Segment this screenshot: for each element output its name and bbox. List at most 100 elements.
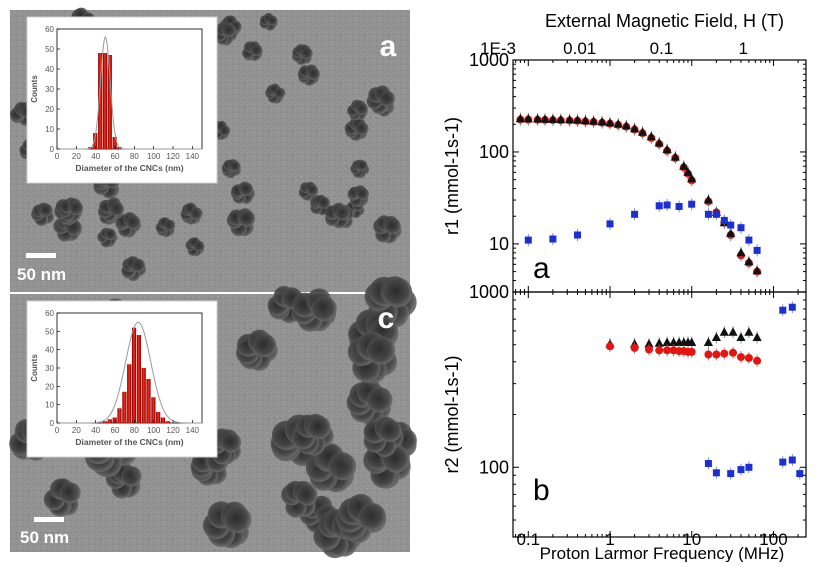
y-tick-label: 60 <box>45 25 54 34</box>
y-axis-label: Counts <box>30 75 39 103</box>
data-point-triangle <box>687 173 697 183</box>
x-tick-label: 140 <box>186 152 200 161</box>
histogram-bar <box>165 421 170 423</box>
data-point-circle <box>645 345 653 354</box>
x-tick-label: 1 <box>605 530 614 549</box>
data-point-square <box>779 458 787 466</box>
nanoparticle <box>58 198 84 222</box>
data-point-square <box>712 210 720 218</box>
x-tick-label: 100 <box>147 426 161 435</box>
nanoparticle-lobe <box>355 121 369 136</box>
data-point-circle <box>753 356 762 365</box>
nanoparticle-lobe <box>193 240 205 252</box>
y-tick-label: 10 <box>45 125 54 134</box>
data-point-circle <box>655 346 664 355</box>
data-point-square <box>549 235 557 243</box>
data-point-triangle <box>644 339 654 348</box>
nanoparticle <box>297 64 320 86</box>
nanoparticle-lobe <box>240 182 254 196</box>
nanoparticle <box>242 41 263 61</box>
nanoparticle <box>291 288 337 332</box>
y-tick-label: 0 <box>50 145 55 154</box>
y-axis-label: r2 (mmol-1s-1) <box>442 355 462 473</box>
nanoparticle <box>31 202 54 226</box>
data-point-triangle <box>637 127 648 136</box>
data-point-triangle <box>654 338 664 347</box>
inset-histogram-top: 0 20 40 60 80 100 120 140 0 10 20 30 40 50 60 Diameter … <box>26 16 218 184</box>
data-point-square <box>727 470 735 478</box>
nanoparticle-lobe <box>318 197 331 209</box>
nanoparticle <box>347 185 369 208</box>
nanoparticle-lobe <box>378 419 402 443</box>
data-point-square <box>779 306 787 314</box>
panel-letter-b: b <box>533 474 550 507</box>
x-tick-label: 20 <box>72 152 81 161</box>
data-point-square <box>524 236 532 244</box>
data-point-triangle <box>711 332 721 341</box>
nanoparticle-lobe <box>358 503 387 531</box>
data-point-triangle <box>683 167 693 176</box>
nanoparticle-lobe <box>356 103 368 115</box>
nanoparticle-lobe <box>164 219 176 231</box>
data-point-square <box>720 216 728 224</box>
nanoparticle-lobe <box>121 466 142 487</box>
y-axis-label: r1 (mmol-1s-1) <box>442 117 462 235</box>
histogram-bar <box>98 53 103 149</box>
nanoparticle <box>350 159 370 179</box>
x-axis-label: Proton Larmor Frequency (MHz) <box>540 544 785 562</box>
series-red <box>516 113 762 278</box>
data-point-square <box>788 456 796 464</box>
panel-letter-a: a <box>380 30 397 63</box>
x-tick-label: 60 <box>111 426 120 435</box>
top-tick-label: 1E-3 <box>480 39 516 58</box>
x-tick-label: 80 <box>130 152 139 161</box>
top-tick-label: 0.1 <box>650 39 674 58</box>
inset-histogram-bottom: 0 20 40 60 80 100 120 140 0 10 20 30 40 50 60 Diameter … <box>26 300 218 458</box>
nanoparticle <box>121 256 147 282</box>
histogram-bar <box>102 53 108 149</box>
x-tick-label: 60 <box>111 152 120 161</box>
x-tick-label: 120 <box>166 426 180 435</box>
x-tick-label: 20 <box>72 426 81 435</box>
gaussian-fit-line <box>57 35 202 150</box>
data-point-triangle <box>556 114 566 124</box>
nanoparticle <box>230 181 255 204</box>
gaussian-fit-line <box>57 321 202 424</box>
data-point-triangle <box>548 114 558 123</box>
nanoparticle <box>373 215 402 244</box>
histogram-bar <box>102 421 108 423</box>
histogram-bar <box>93 133 98 149</box>
data-point-triangle <box>523 113 533 123</box>
scale-bar-label: 50 nm <box>20 528 69 547</box>
x-axis-label: Diameter of the CNCs (nm) <box>75 163 183 173</box>
nanoparticle <box>265 83 286 104</box>
nanoparticle-lobe <box>110 202 124 217</box>
data-point-triangle <box>703 195 713 204</box>
nanoparticle-lobe <box>296 484 318 506</box>
nanoparticle-lobe <box>328 452 357 481</box>
nanoparticle <box>325 202 350 228</box>
data-point-triangle <box>726 228 736 237</box>
nanoparticle-lobe <box>366 336 396 365</box>
nanoparticle-lobe <box>69 201 84 216</box>
nanoparticle <box>347 331 398 384</box>
nanoparticle <box>221 159 241 179</box>
y-tick-label: 50 <box>45 45 54 54</box>
nanoparticle-lobe <box>239 210 256 227</box>
nanoparticle-lobe <box>357 160 368 171</box>
data-point-square <box>712 469 720 477</box>
y-tick-label: 10 <box>489 234 509 254</box>
top-tick-label: 0.01 <box>563 39 596 58</box>
nanoparticle <box>105 461 142 499</box>
data-point-triangle <box>572 115 583 124</box>
data-point-triangle <box>589 116 599 125</box>
data-point-triangle <box>687 337 697 346</box>
nanoparticle <box>259 12 278 31</box>
nanoparticle-lobe <box>250 44 263 57</box>
nanoparticle <box>364 276 417 328</box>
nanoparticle <box>115 212 141 238</box>
histogram-bar <box>107 419 112 423</box>
nanoparticle <box>366 85 395 114</box>
nanoparticle-cluster <box>10 7 402 282</box>
nanoparticle <box>226 208 256 237</box>
